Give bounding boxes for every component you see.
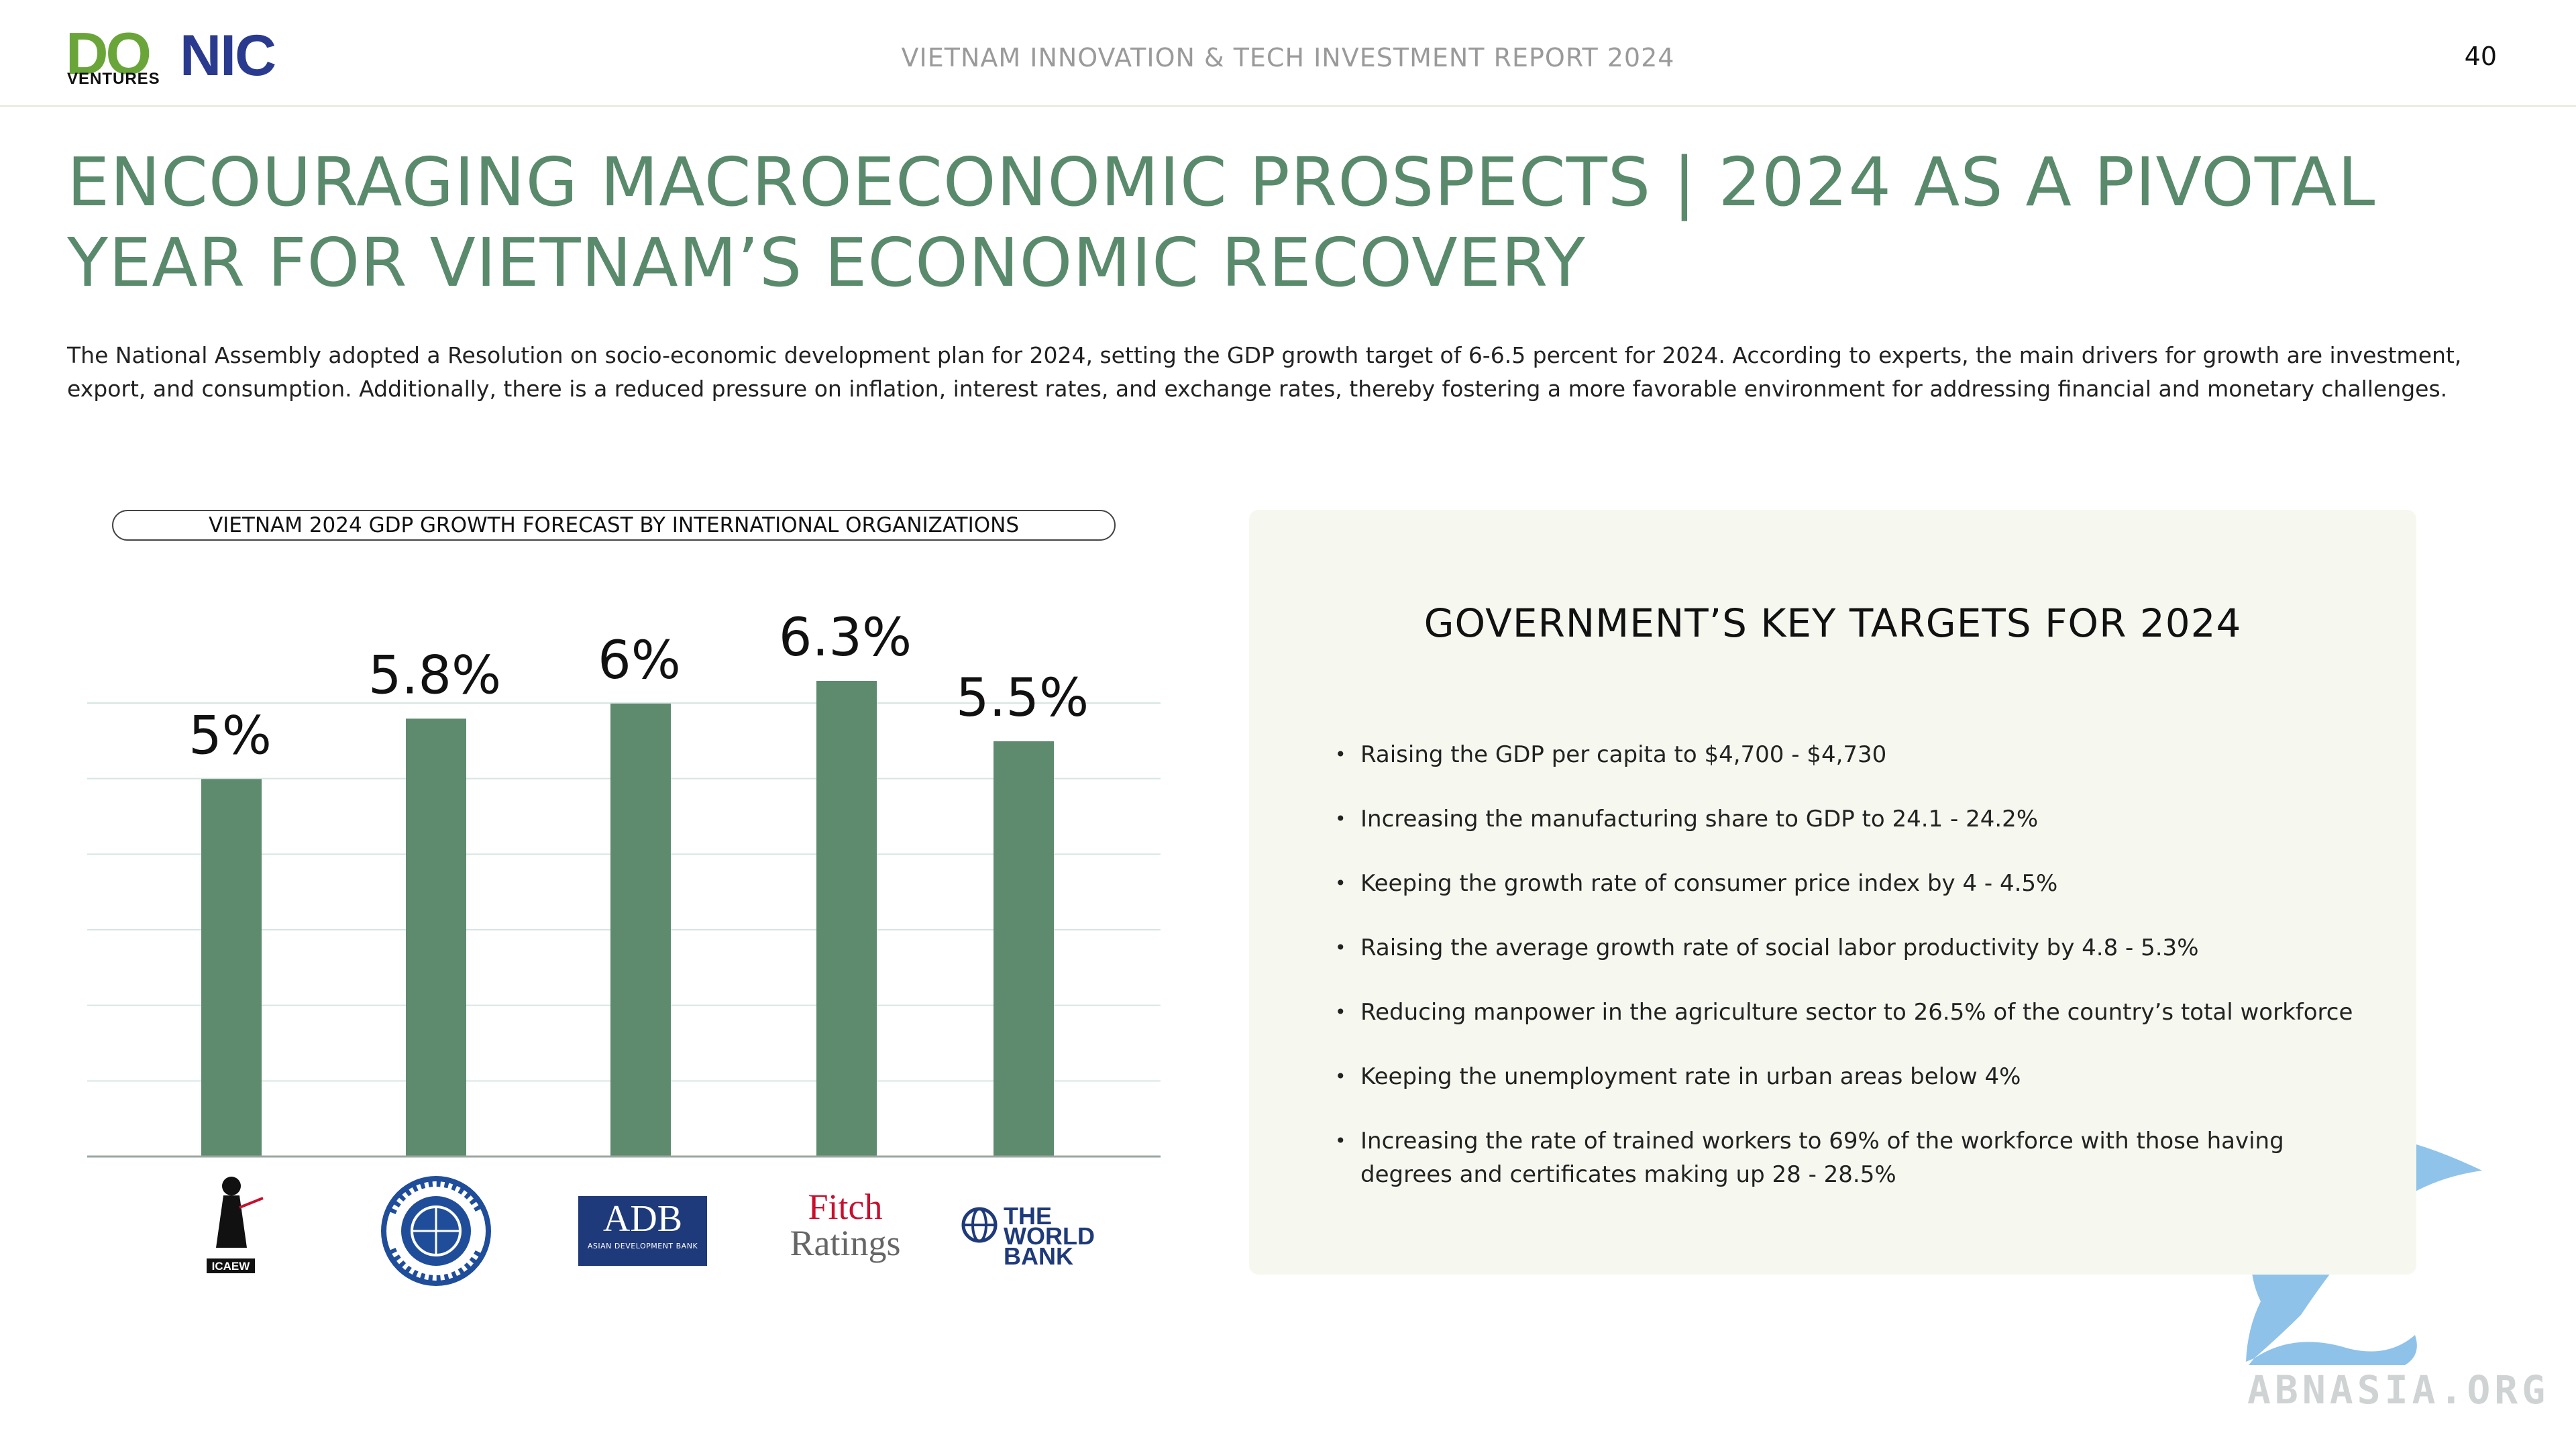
icaew-logo: ICAEW [207,1177,264,1273]
chart-data-label: 5.5% [956,668,1089,729]
chart-bar [406,718,466,1157]
list-item: Keeping the growth rate of consumer pric… [1335,867,2368,900]
world-bank-logo-line-1: THE [1004,1202,1052,1230]
list-item: Raising the average growth rate of socia… [1335,931,2368,965]
fitch-ratings-logo: Fitch Ratings [778,1189,912,1261]
chart-data-label: 5.8% [368,645,501,706]
list-item: Reducing manpower in the agriculture sec… [1335,996,2368,1029]
fitch-logo-line-1: Fitch [808,1187,883,1227]
chart-bar [816,681,877,1157]
do-ventures-logo: DO [66,20,152,87]
nic-logo: NIC [180,23,276,88]
fitch-logo-line-2: Ratings [790,1223,901,1263]
world-bank-logo-line-2: WORLD [1004,1222,1095,1250]
page-title-line-1: ENCOURAGING MACROECONOMIC PROSPECTS | 20… [67,143,2376,221]
page-title: ENCOURAGING MACROECONOMIC PROSPECTS | 20… [67,142,2482,303]
page-number: 40 [2464,42,2497,71]
header-divider [0,105,2576,107]
world-bank-globe-icon [961,1207,998,1243]
chart-bars [201,681,1054,1157]
watermark-text: ABNASIA.ORG [2247,1367,2550,1413]
chart-title: VIETNAM 2024 GDP GROWTH FORECAST BY INTE… [112,510,1116,541]
chart-data-label: 6% [598,631,681,691]
list-item: Increasing the manufacturing share to GD… [1335,802,2368,836]
do-ventures-logo-sub: VENTURES [67,70,160,88]
list-item: Raising the GDP per capita to $4,700 - $… [1335,738,2368,771]
chart-bar [610,703,671,1157]
page-title-line-2: YEAR FOR VIETNAM’S ECONOMIC RECOVERY [67,223,1586,302]
chart-data-labels: 5% 5.8% 6% 6.3% 5.5% [189,608,1089,766]
world-bank-logo-line-3: BANK [1004,1242,1073,1270]
adb-logo-subtext: ASIAN DEVELOPMENT BANK [587,1242,698,1250]
world-bank-logo-text: THE WORLD BANK [1004,1202,1095,1270]
list-item: Keeping the unemployment rate in urban a… [1335,1060,2368,1093]
report-title: VIETNAM INNOVATION & TECH INVESTMENT REP… [901,43,1675,72]
chart-data-label: 5% [189,706,272,766]
adb-logo: ADB ASIAN DEVELOPMENT BANK [578,1196,707,1266]
chart-bar [201,779,262,1157]
icaew-logo-text: ICAEW [212,1260,251,1273]
key-targets-list: Raising the GDP per capita to $4,700 - $… [1335,738,2368,1222]
intro-paragraph: The National Assembly adopted a Resoluti… [67,342,2462,402]
list-item: Increasing the rate of trained workers t… [1335,1124,2368,1191]
adb-logo-text: ADB [602,1198,683,1240]
key-targets-title: GOVERNMENT’S KEY TARGETS FOR 2024 [1424,600,2242,646]
imf-seal-logo [381,1176,491,1286]
world-bank-logo: THE WORLD BANK [961,1202,1108,1270]
chart-data-label: 6.3% [779,608,912,668]
chart-bar [994,741,1054,1157]
